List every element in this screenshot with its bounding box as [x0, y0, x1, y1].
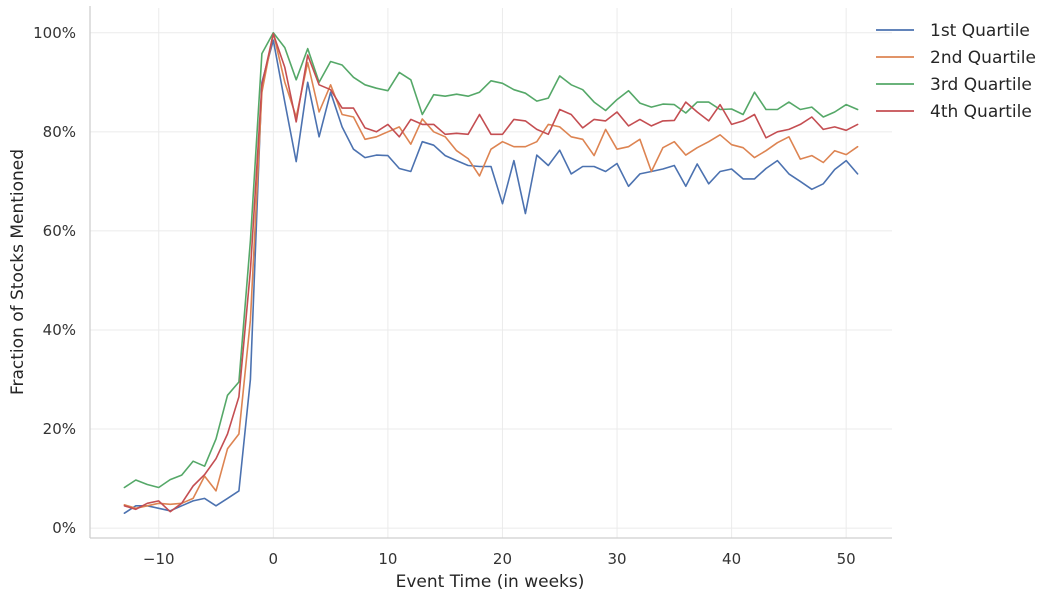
legend-label: 1st Quartile [930, 21, 1030, 41]
y-tick-label: 20% [43, 420, 76, 438]
y-tick-label: 100% [33, 24, 76, 42]
y-tick-label: 60% [43, 222, 76, 240]
y-tick-label: 80% [43, 123, 76, 141]
series-line-3 [123, 31, 859, 489]
y-axis-label: Fraction of Stocks Mentioned [8, 149, 28, 395]
x-tick-label: 30 [607, 550, 626, 568]
x-tick-label: −10 [143, 550, 175, 568]
x-tick-label: 50 [837, 550, 856, 568]
tick-labels: −10 0 10 20 30 40 50 0% 20% 40% 60% 80% 100% [33, 24, 856, 568]
series-line-1 [123, 39, 859, 515]
x-axis-label: Event Time (in weeks) [396, 572, 585, 592]
legend: 1st Quartile 2nd Quartile 3rd Quartile 4th … [876, 21, 1036, 122]
axes [89, 6, 892, 539]
y-tick-label: 0% [52, 519, 76, 537]
x-tick-label: 0 [269, 550, 279, 568]
series-line-2 [123, 31, 859, 510]
x-tick-label: 10 [378, 550, 397, 568]
series-line-4 [123, 32, 859, 513]
y-tick-label: 40% [43, 321, 76, 339]
legend-label: 4th Quartile [930, 102, 1032, 122]
series-lines [123, 31, 859, 515]
x-tick-label: 40 [722, 550, 741, 568]
grid [90, 8, 892, 538]
legend-label: 3rd Quartile [930, 75, 1032, 95]
x-tick-label: 20 [493, 550, 512, 568]
legend-label: 2nd Quartile [930, 48, 1036, 68]
